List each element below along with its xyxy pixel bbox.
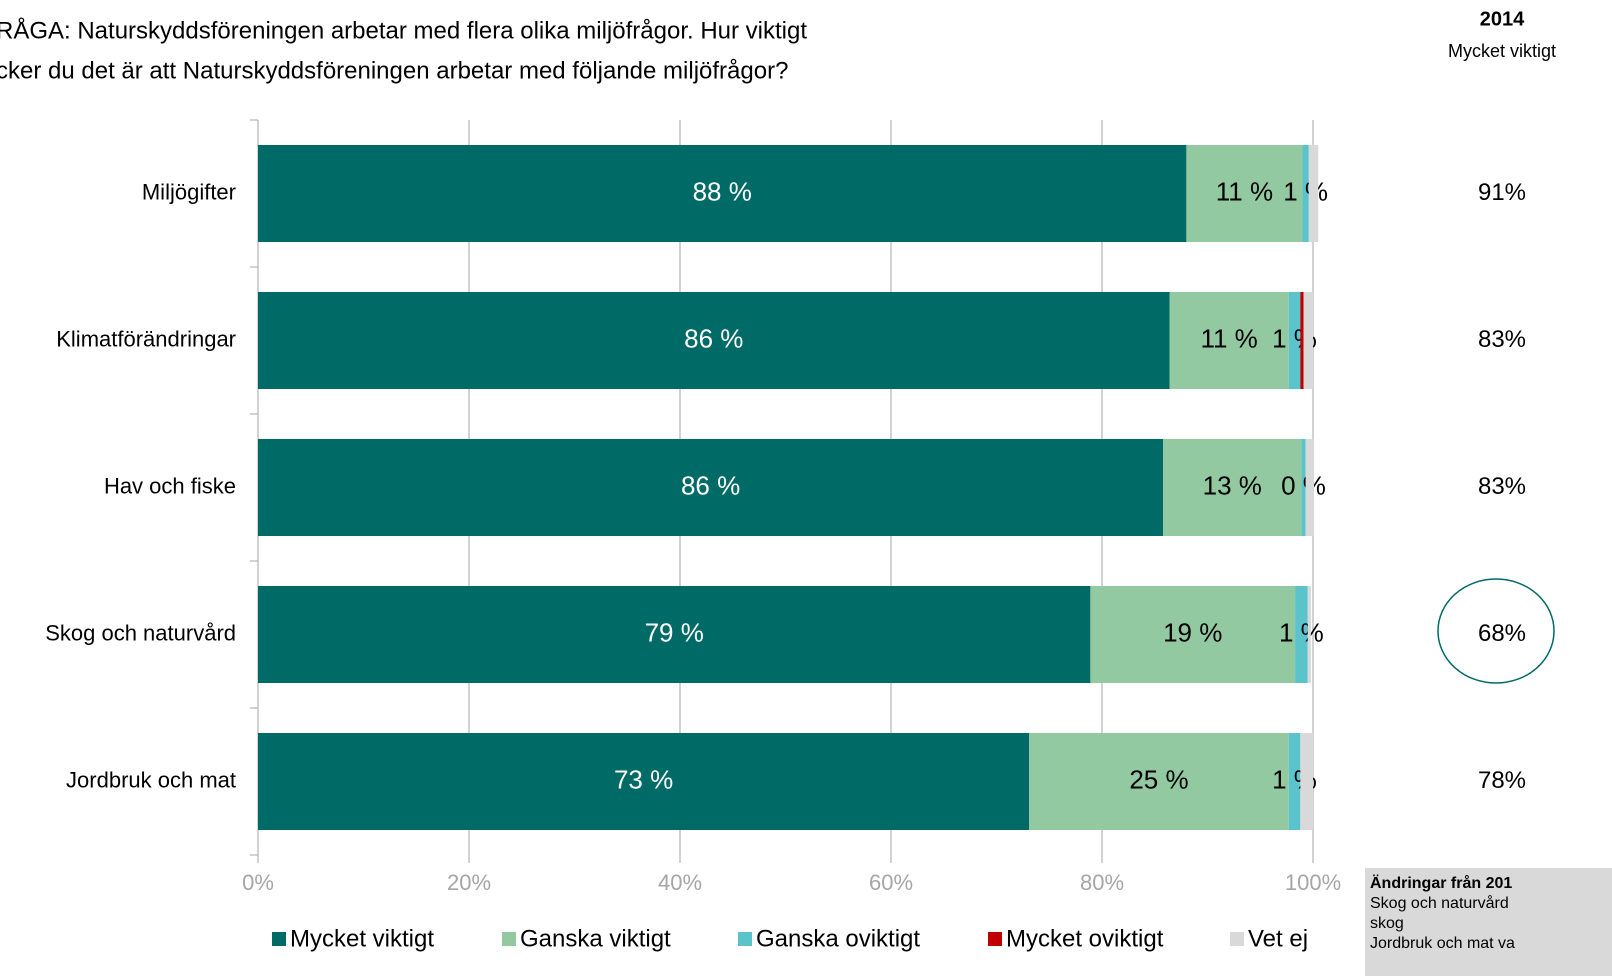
- note-title: Ändringar från 201: [1370, 874, 1512, 892]
- data-label: 79 %: [645, 617, 704, 647]
- bar-segment: [1186, 145, 1303, 242]
- data-label: 86 %: [681, 470, 740, 500]
- data-label: 0 %: [1281, 470, 1326, 500]
- data-label: 11 %: [1216, 176, 1273, 206]
- data-label: 1 %: [1283, 176, 1328, 206]
- comparison-value: 83%: [1478, 473, 1526, 500]
- legend-label: Vet ej: [1248, 925, 1308, 952]
- bar-segment: [1163, 439, 1302, 536]
- y-tick-label: Skog och naturvård: [45, 620, 236, 645]
- bar-segment: [1302, 145, 1309, 242]
- legend-swatch: [988, 932, 1002, 946]
- bar-segment: [258, 586, 1091, 683]
- x-tick-label: 20%: [447, 870, 491, 895]
- y-tick-label: Klimatförändringar: [56, 326, 236, 351]
- bar-segment: [1303, 292, 1313, 389]
- y-tick-label: Hav och fiske: [104, 473, 236, 498]
- comparison-value: 91%: [1478, 179, 1526, 206]
- bar-segment: [1305, 439, 1315, 536]
- title-line: RÅGA: Naturskyddsföreningen arbetar med …: [0, 16, 807, 44]
- title-line: cker du det är att Naturskyddsföreningen…: [0, 57, 788, 84]
- bar-segment: [258, 292, 1170, 389]
- legend-label: Ganska viktigt: [520, 925, 671, 952]
- legend-swatch: [502, 932, 516, 946]
- data-label: 11 %: [1200, 323, 1257, 353]
- data-label: 13 %: [1203, 470, 1262, 500]
- x-tick-label: 40%: [658, 870, 702, 895]
- data-label: 88 %: [693, 176, 752, 206]
- legend-label: Ganska oviktigt: [756, 925, 920, 952]
- bar-segment: [1300, 292, 1304, 389]
- note-line: skog: [1370, 915, 1404, 932]
- bar-segment: [1090, 586, 1296, 683]
- bar-segment: [1300, 733, 1313, 830]
- data-label: 73 %: [614, 764, 673, 794]
- legend-swatch: [738, 932, 752, 946]
- x-tick-label: 100%: [1285, 870, 1341, 895]
- comparison-value: 78%: [1478, 767, 1526, 794]
- legend-swatch: [272, 932, 286, 946]
- data-label: 25 %: [1129, 764, 1188, 794]
- x-tick-label: 60%: [869, 870, 913, 895]
- data-label: 86 %: [684, 323, 743, 353]
- comparison-subtitle: Mycket viktigt: [1448, 41, 1556, 61]
- bar-segment: [1301, 439, 1306, 536]
- bar-segment: [1308, 145, 1319, 242]
- note-line: Skog och naturvård: [1370, 894, 1509, 912]
- note-box: [1365, 868, 1612, 976]
- bar-segment: [1295, 586, 1308, 683]
- y-tick-label: Miljögifter: [142, 179, 236, 204]
- data-label: 1 %: [1279, 617, 1324, 647]
- bar-segment: [258, 439, 1164, 536]
- legend-swatch: [1230, 932, 1244, 946]
- comparison-title: 2014: [1480, 8, 1525, 30]
- y-tick-label: Jordbruk och mat: [66, 767, 236, 792]
- bar-segment: [258, 733, 1030, 830]
- legend-label: Mycket oviktigt: [1006, 925, 1164, 952]
- bar-segment: [258, 145, 1187, 242]
- x-tick-label: 80%: [1080, 870, 1124, 895]
- data-label: 19 %: [1163, 617, 1222, 647]
- bar-segment: [1307, 586, 1311, 683]
- highlight-circle: [1437, 578, 1555, 684]
- bar-segment: [1288, 292, 1301, 389]
- bar-segment: [1029, 733, 1289, 830]
- legend-label: Mycket viktigt: [290, 925, 434, 952]
- bar-segment: [1288, 733, 1301, 830]
- bar-segment: [1169, 292, 1289, 389]
- x-tick-label: 0%: [242, 870, 274, 895]
- comparison-value: 83%: [1478, 326, 1526, 353]
- comparison-value: 68%: [1478, 620, 1526, 647]
- note-line: Jordbruk och mat va: [1370, 935, 1515, 952]
